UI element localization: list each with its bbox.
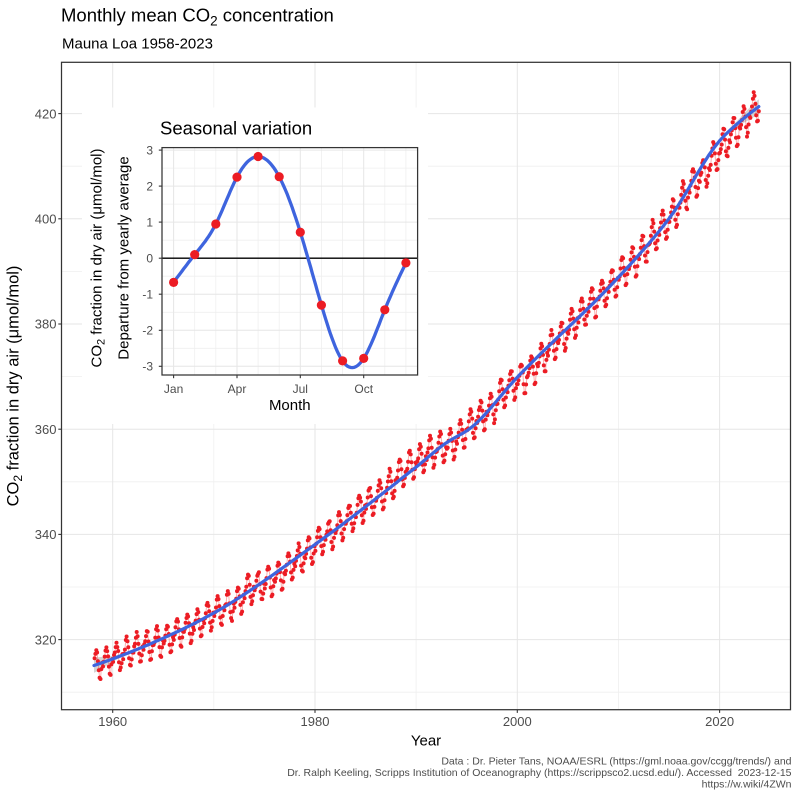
svg-text:Departure from yearly average: Departure from yearly average xyxy=(115,156,132,359)
svg-text:320: 320 xyxy=(35,632,57,647)
svg-text:420: 420 xyxy=(35,106,57,121)
svg-text:Dr. Ralph Keeling, Scripps Ins: Dr. Ralph Keeling, Scripps Institution o… xyxy=(287,767,791,779)
svg-text:Jan: Jan xyxy=(164,382,183,396)
svg-text:Jul: Jul xyxy=(293,382,308,396)
svg-text:2: 2 xyxy=(146,179,153,193)
svg-text:-3: -3 xyxy=(142,360,153,374)
svg-text:Year: Year xyxy=(411,733,441,750)
svg-text:360: 360 xyxy=(35,422,57,437)
svg-text:1980: 1980 xyxy=(301,714,330,729)
svg-text:2000: 2000 xyxy=(503,714,532,729)
svg-text:-1: -1 xyxy=(142,288,153,302)
svg-text:Monthly mean CO2 concentration: Monthly mean CO2 concentration xyxy=(61,5,334,29)
svg-text:Data : Dr. Pieter Tans, NOAA/E: Data : Dr. Pieter Tans, NOAA/ESRL (https… xyxy=(441,756,791,768)
svg-text:340: 340 xyxy=(35,527,57,542)
svg-text:380: 380 xyxy=(35,317,57,332)
svg-text:Mauna Loa 1958-2023: Mauna Loa 1958-2023 xyxy=(62,36,213,53)
svg-text:1: 1 xyxy=(146,215,153,229)
svg-text:Month: Month xyxy=(269,397,311,414)
svg-text:CO2 fraction in dry air (μmol/: CO2 fraction in dry air (μmol/mol) xyxy=(5,266,25,507)
svg-text:2020: 2020 xyxy=(705,714,734,729)
svg-text:CO2 fraction in dry air (μmol/: CO2 fraction in dry air (μmol/mol) xyxy=(88,149,107,368)
svg-text:Seasonal variation: Seasonal variation xyxy=(160,118,312,139)
svg-text:Apr: Apr xyxy=(228,382,247,396)
svg-text:1960: 1960 xyxy=(98,714,127,729)
svg-text:-2: -2 xyxy=(142,324,153,338)
svg-text:400: 400 xyxy=(35,212,57,227)
svg-text:3: 3 xyxy=(146,143,153,157)
svg-text:https://w.wiki/4ZWn: https://w.wiki/4ZWn xyxy=(702,779,792,791)
svg-text:Oct: Oct xyxy=(354,382,373,396)
svg-text:0: 0 xyxy=(146,252,153,266)
